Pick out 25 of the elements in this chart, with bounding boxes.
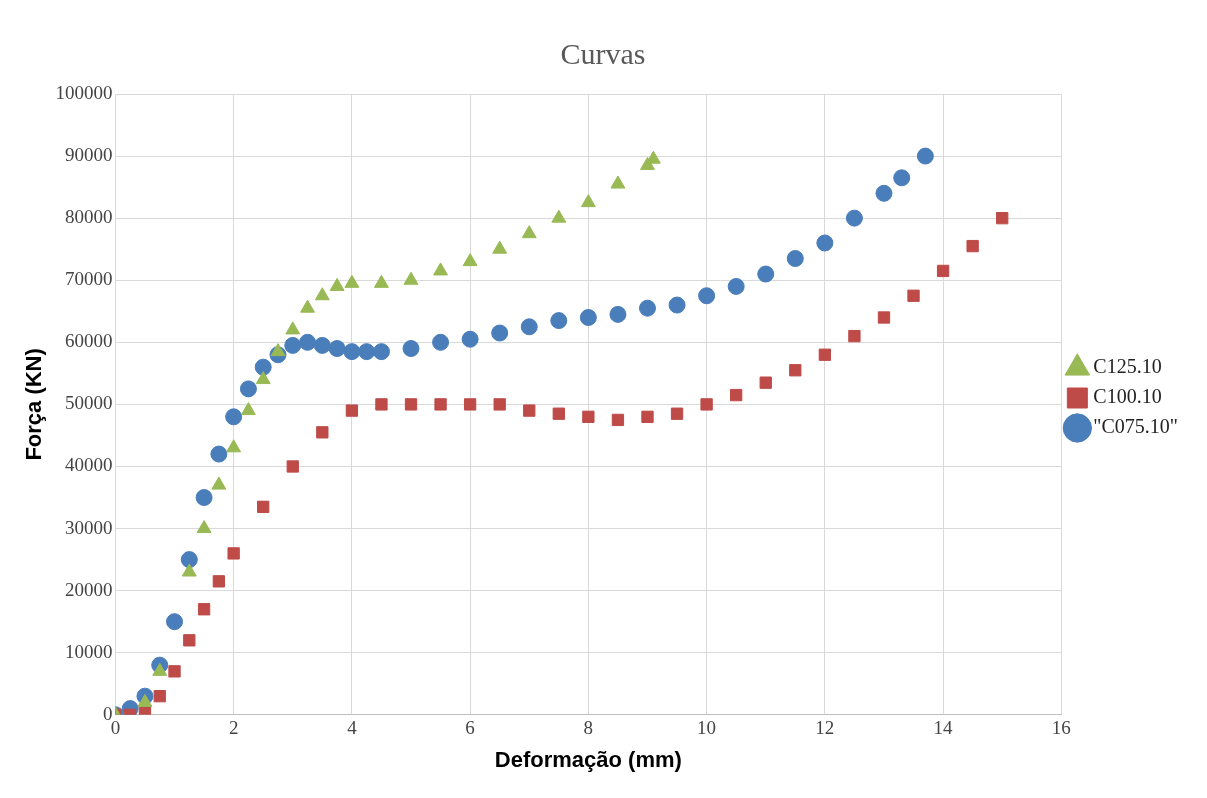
legend-label: "C075.10" — [1093, 415, 1178, 438]
x-tick-label: 6 — [465, 717, 475, 739]
y-tick-label: 0 — [102, 702, 113, 724]
x-tick-label: 8 — [583, 717, 594, 739]
x-tick-label: 16 — [1051, 717, 1071, 739]
y-tick-label: 20000 — [64, 578, 113, 600]
x-axis-title: Deformação (mm) — [494, 746, 682, 772]
legend-label: C125.10 — [1093, 355, 1162, 378]
y-tick-label: 80000 — [64, 206, 113, 228]
y-tick-label: 50000 — [64, 392, 113, 414]
x-tick-label: 4 — [347, 717, 358, 739]
x-tick-label: 14 — [933, 717, 954, 739]
y-axis-title: Força (KN) — [21, 348, 47, 461]
y-tick-label: 10000 — [64, 640, 113, 662]
y-tick-label: 70000 — [64, 268, 113, 290]
x-tick-label: 10 — [697, 717, 717, 739]
legend-label: C100.10 — [1093, 385, 1162, 408]
chart-title: Curvas — [560, 36, 646, 70]
y-tick-label: 30000 — [64, 516, 113, 538]
y-tick-label: 60000 — [64, 330, 113, 352]
x-tick-label: 2 — [228, 717, 239, 739]
x-tick-label: 12 — [815, 717, 835, 739]
y-tick-label: 90000 — [64, 144, 113, 166]
y-tick-label: 100000 — [55, 81, 113, 103]
y-tick-label: 40000 — [64, 454, 113, 476]
